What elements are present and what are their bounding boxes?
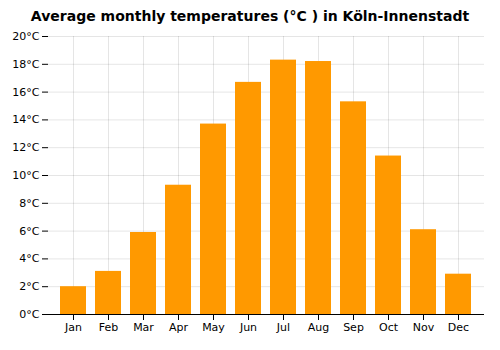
svg-text:Jun: Jun xyxy=(239,321,257,334)
html-text:Average monthly temperatures (: Average monthly temperatures (°C ) in Kö… xyxy=(30,8,470,24)
svg-text:Oct: Oct xyxy=(379,321,399,334)
svg-text:16°C: 16°C xyxy=(12,86,39,99)
svg-text:0°C: 0°C xyxy=(19,308,39,321)
svg-text:4°C: 4°C xyxy=(19,252,39,265)
svg-text:Nov: Nov xyxy=(413,321,435,334)
svg-text:Apr: Apr xyxy=(169,321,189,334)
svg-text:10°C: 10°C xyxy=(12,169,39,182)
svg-text:6°C: 6°C xyxy=(19,225,39,238)
svg-text:14°C: 14°C xyxy=(12,113,39,126)
svg-text:Mar: Mar xyxy=(133,321,154,334)
svg-text:Jul: Jul xyxy=(276,321,290,334)
svg-text:Feb: Feb xyxy=(99,321,118,334)
svg-text:Sep: Sep xyxy=(343,321,364,334)
svg-text:12°C: 12°C xyxy=(12,141,39,154)
svg-text:8°C: 8°C xyxy=(19,197,39,210)
svg-text:18°C: 18°C xyxy=(12,58,39,71)
svg-text:20°C: 20°C xyxy=(12,30,39,43)
svg-text:2°C: 2°C xyxy=(19,280,39,293)
svg-text:Jan: Jan xyxy=(64,321,82,334)
svg-text:May: May xyxy=(202,321,225,334)
svg-text:Aug: Aug xyxy=(308,321,329,334)
svg-text:Dec: Dec xyxy=(448,321,469,334)
